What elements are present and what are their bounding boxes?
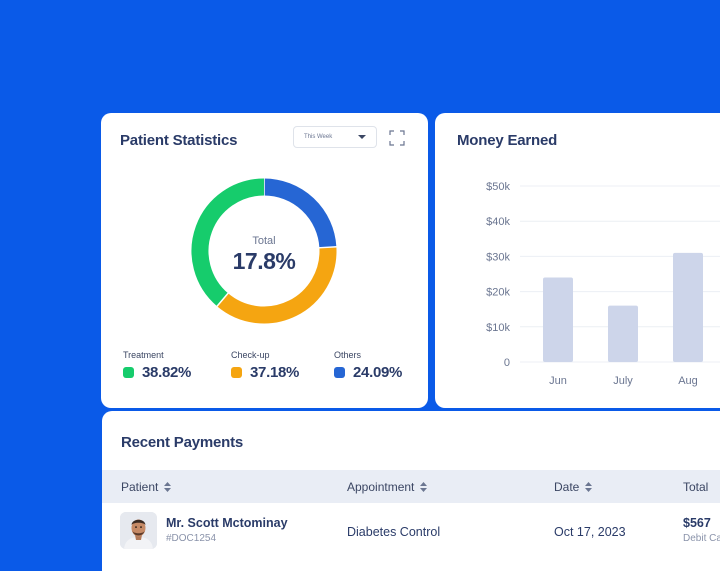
legend-swatch [231,367,242,378]
x-tick-label: Jun [549,375,567,387]
legend-value: 38.82% [142,364,192,381]
recent-payments-card: Recent Payments Patient Appointment Date… [102,411,720,571]
legend-checkup: Check-up 37.18% [231,350,299,381]
y-tick-label: $30k [486,251,510,263]
column-header-label: Date [554,480,580,494]
appointment: Diabetes Control [347,525,441,539]
y-tick-label: $20k [486,287,510,299]
table-header: Patient Appointment Date Total [102,470,720,503]
y-tick-label: $50k [486,181,510,193]
y-tick-label: 0 [504,357,510,369]
chevron-down-icon [358,135,366,139]
period-dropdown[interactable]: This Week [293,126,377,148]
donut-total-label: Total [252,235,275,247]
recent-payments-title: Recent Payments [121,434,244,451]
legend-others: Others 24.09% [334,350,402,381]
patient-statistics-title: Patient Statistics [120,132,238,149]
x-tick-label: July [613,375,633,387]
avatar [120,512,157,549]
period-dropdown-label: This Week [304,134,333,140]
payment-total: $567 [683,516,711,530]
donut-total-value: 17.8% [233,248,296,274]
patient-statistics-card: Patient Statistics This Week Total 17.8%… [101,113,428,408]
donut-separator [318,245,337,249]
person-avatar-icon [120,512,157,549]
donut-separator [215,292,230,308]
column-header-total[interactable]: Total [683,480,708,494]
legend-value: 24.09% [353,364,403,381]
column-header-date[interactable]: Date [554,480,593,494]
sort-icon[interactable] [585,482,593,492]
donut-segment-check-up [217,246,337,324]
legend-label: Treatment [123,350,164,360]
column-header-appointment[interactable]: Appointment [347,480,428,494]
legend-label: Others [334,350,362,360]
bar-jun [543,277,573,362]
payment-method: Debit Card [683,533,720,544]
legend-swatch [334,367,345,378]
column-header-patient[interactable]: Patient [121,480,172,494]
legend-swatch [123,367,134,378]
donut-segment-treatment [191,178,265,307]
column-header-label: Total [683,480,709,494]
money-earned-title: Money Earned [457,132,558,149]
patient-name: Mr. Scott Mctominay [166,516,288,530]
x-tick-label: Aug [678,375,698,387]
legend-value: 37.18% [250,364,300,381]
sort-icon[interactable] [420,482,428,492]
bar-july [608,305,638,362]
money-earned-card: Money Earned $50k $40k $30k $20k $10k 0 Jun Jul… [435,113,720,408]
donut-segment-others [263,178,337,249]
y-tick-label: $40k [486,216,510,228]
bar-aug [673,252,703,362]
legend-label: Check-up [231,350,270,360]
legend-treatment: Treatment 38.82% [123,350,191,381]
payment-date: Oct 17, 2023 [554,525,626,539]
patient-donut-chart: Total 17.8% [191,178,337,324]
column-header-label: Patient [121,480,159,494]
y-tick-label: $10k [486,322,510,334]
patient-id: #DOC1254 [166,533,217,544]
expand-icon[interactable] [389,130,405,146]
money-earned-bar-chart: $50k $40k $30k $20k $10k 0 Jun July Aug [486,181,720,387]
sort-icon[interactable] [164,482,172,492]
column-header-label: Appointment [347,480,415,494]
